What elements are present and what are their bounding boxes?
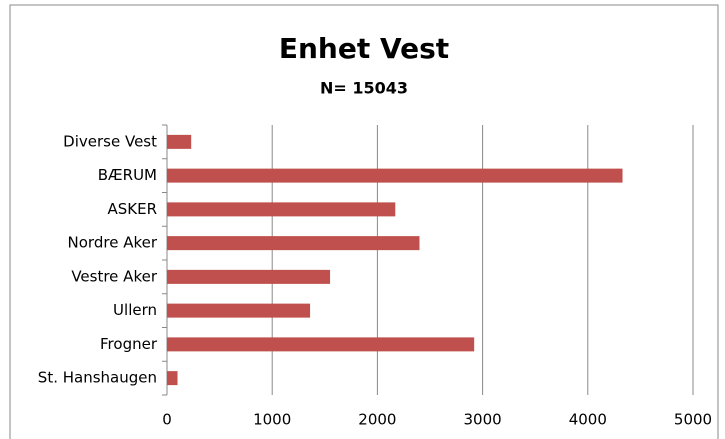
x-tick-label: 5000 — [674, 411, 712, 429]
chart-title: Enhet Vest — [279, 32, 449, 65]
bar — [167, 371, 178, 386]
y-tick-label: Frogner — [100, 335, 158, 353]
chart-border — [9, 4, 719, 439]
x-tick-label: 1000 — [253, 411, 291, 429]
x-tick-label: 4000 — [569, 411, 607, 429]
bar — [167, 236, 420, 251]
chart-subtitle: N= 15043 — [320, 79, 408, 98]
x-tick-label: 0 — [162, 411, 172, 429]
x-tick-label: 2000 — [358, 411, 396, 429]
y-tick-label: Diverse Vest — [63, 132, 157, 150]
y-tick-label: BÆRUM — [98, 166, 157, 184]
y-tick-label: Ullern — [113, 301, 157, 319]
y-tick-label: ASKER — [107, 200, 157, 218]
bar — [167, 134, 192, 149]
y-tick-label: St. Hanshaugen — [38, 369, 157, 387]
x-tick-label: 3000 — [464, 411, 502, 429]
bar — [167, 337, 475, 352]
y-tick-label: Vestre Aker — [71, 267, 157, 285]
bar — [167, 303, 311, 318]
bar — [167, 168, 623, 183]
bar — [167, 269, 331, 284]
bar — [167, 202, 396, 217]
y-tick-label: Nordre Aker — [68, 234, 158, 252]
